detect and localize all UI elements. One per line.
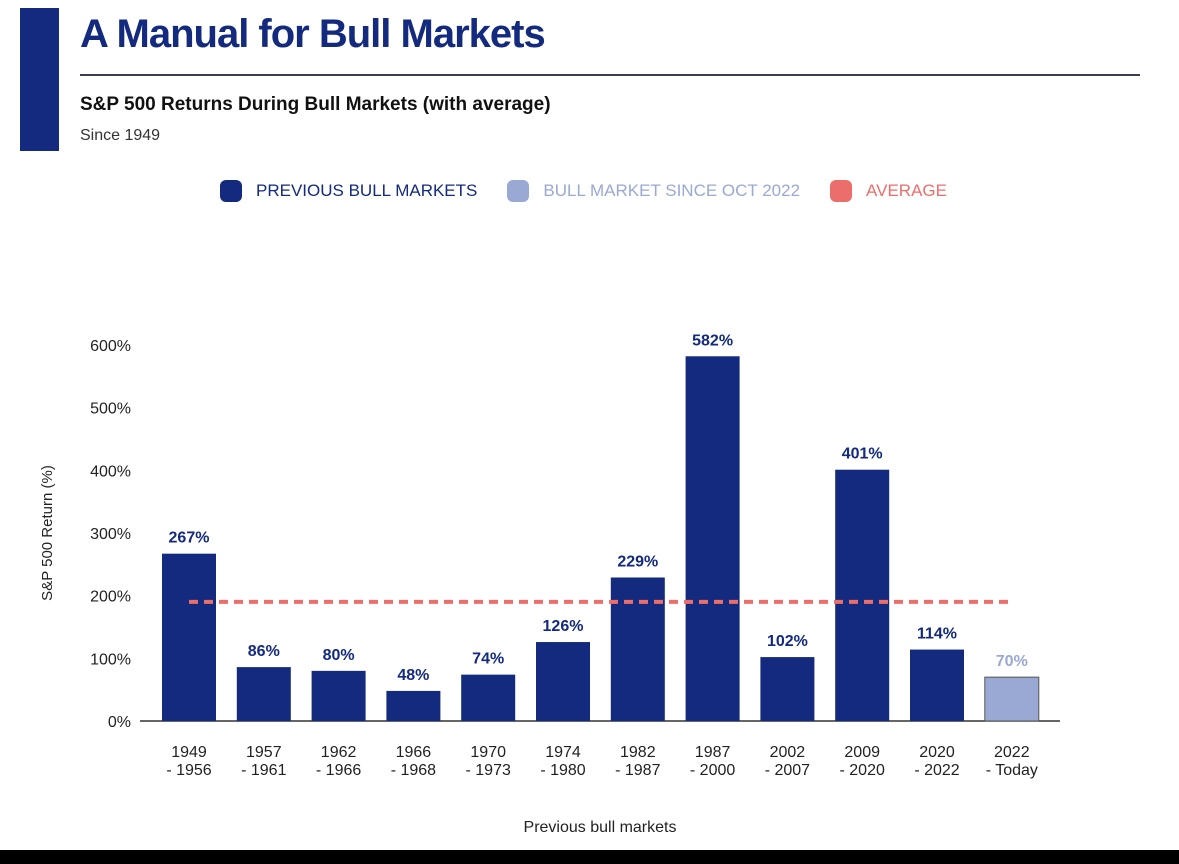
x-tick-label: - 2000 [690,762,735,779]
bar [610,577,665,721]
x-tick-label: - 1961 [241,762,286,779]
bar-data-label: 229% [617,553,658,570]
x-tick-label: 1962 [321,744,357,761]
bar [461,674,516,721]
bar-data-label: 126% [543,618,584,635]
bar-data-label: 582% [692,332,733,349]
bar [760,657,815,721]
legend-swatch-average [830,180,853,202]
bar [162,553,216,721]
legend-item-average: AVERAGE [830,180,947,202]
x-tick-label: - 1987 [615,762,660,779]
since-note: Since 1949 [80,127,161,144]
y-tick-label: 400% [90,463,131,480]
bar-data-label: 102% [767,633,808,650]
bar [984,676,1040,722]
bar [685,356,740,721]
x-tick-label: 1970 [470,744,506,761]
bar-data-label: 114% [917,626,957,643]
accent-bar [20,8,59,151]
bottom-band [0,850,1179,864]
chart-legend: PREVIOUS BULL MARKETS BULL MARKET SINCE … [220,180,977,202]
x-tick-label: - 1973 [466,762,511,779]
y-tick-label: 300% [90,526,131,543]
x-tick-label: 2022 [994,744,1030,761]
bar [835,469,890,721]
legend-item-previous: PREVIOUS BULL MARKETS [220,180,477,202]
bar [910,649,964,721]
x-tick-label: 1974 [545,744,581,761]
x-tick-label: 2020 [919,744,955,761]
bar [236,667,291,721]
bar-data-label: 48% [397,667,429,684]
x-tick-label: 1966 [396,744,432,761]
x-axis-label: Previous bull markets [524,819,677,836]
bar [311,670,366,721]
x-tick-label: - 1966 [316,762,361,779]
x-tick-label: 1987 [695,744,731,761]
x-tick-label: - 1956 [166,762,211,779]
x-tick-label: - 2022 [914,762,959,779]
chart-subtitle: S&P 500 Returns During Bull Markets (wit… [80,94,551,115]
x-tick-label: 1982 [620,744,656,761]
bar [536,642,590,721]
legend-label-average: AVERAGE [866,181,947,200]
x-tick-label: 1957 [246,744,282,761]
y-tick-label: 500% [90,401,131,418]
bar [386,690,441,721]
bar-data-label: 80% [323,647,355,664]
legend-label-previous: PREVIOUS BULL MARKETS [256,181,478,200]
y-axis-label: S&P 500 Return (%) [39,465,56,601]
legend-label-current: BULL MARKET SINCE OCT 2022 [543,181,801,200]
y-tick-label: 0% [108,714,131,731]
y-tick-label: 100% [90,651,131,668]
x-tick-label: - 2007 [765,762,810,779]
title-divider [80,74,1140,76]
x-tick-label: - 2020 [840,762,885,779]
bar-data-label: 86% [248,643,280,660]
y-tick-label: 200% [90,589,131,606]
x-tick-label: 1949 [171,744,207,761]
x-tick-label: - Today [986,762,1038,779]
bar-data-label: 70% [996,653,1028,670]
legend-item-current: BULL MARKET SINCE OCT 2022 [507,180,800,202]
bar-data-label: 267% [169,530,210,547]
bar-data-label: 401% [842,446,883,463]
y-tick-label: 600% [90,338,131,355]
page-title: A Manual for Bull Markets [80,12,546,56]
legend-swatch-previous [220,180,242,202]
x-tick-label: - 1980 [540,762,585,779]
legend-swatch-current [507,180,530,202]
x-tick-label: - 1968 [391,762,436,779]
x-tick-label: 2002 [770,744,806,761]
bar-data-label: 74% [472,651,504,668]
x-tick-label: 2009 [844,744,880,761]
